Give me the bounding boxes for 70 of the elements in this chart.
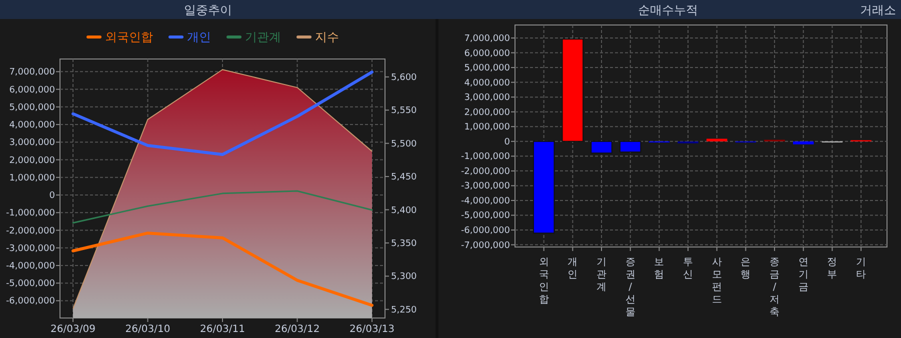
y-tick-label: -3,000,000 — [6, 244, 56, 254]
x-tick-label: 26/03/09 — [50, 324, 96, 335]
y-tick-label: -4,000,000 — [6, 261, 56, 272]
y-tick-label: -2,000,000 — [460, 166, 510, 177]
bar — [706, 138, 728, 142]
y-tick-label: -4,000,000 — [460, 196, 510, 206]
chart-title: 일중추이 — [184, 3, 232, 17]
y2-tick-label: 5,500 — [391, 139, 418, 150]
legend-label: 개인 — [187, 30, 211, 44]
bar — [532, 140, 555, 234]
x-tick-label: 은행 — [740, 257, 751, 280]
x-tick-label: 연기금 — [798, 257, 808, 293]
line-series — [72, 232, 374, 307]
legend-label: 기관계 — [245, 30, 281, 44]
y-tick-label: 3,000,000 — [9, 138, 56, 148]
text: 거래소 — [860, 3, 896, 17]
y2-tick-label: 5,450 — [391, 172, 418, 183]
y-tick-label: -1,000,000 — [460, 152, 510, 162]
y-tick-label: -2,000,000 — [6, 226, 56, 236]
line-series — [72, 70, 374, 156]
bar — [590, 140, 612, 154]
x-tick-label: 투신 — [683, 257, 694, 280]
x-tick-label: 정부 — [827, 257, 838, 280]
y-tick-label: 1,000,000 — [464, 122, 510, 133]
x-tick-label: 26/03/13 — [350, 324, 394, 335]
y-tick-label: 7,000,000 — [464, 34, 510, 44]
x-tick-label: 26/03/10 — [125, 324, 170, 335]
bar — [792, 141, 814, 144]
x-tick-label: 증권/선물 — [625, 257, 636, 318]
y-tick-label: 3,000,000 — [464, 93, 510, 104]
x-tick-label: 26/03/11 — [200, 324, 245, 335]
y-tick-label: -3,000,000 — [460, 182, 510, 192]
y-tick-label: 1,000,000 — [9, 173, 56, 184]
y-tick-label: -6,000,000 — [460, 226, 510, 236]
y-tick-label: 4,000,000 — [464, 78, 510, 88]
y2-tick-label: 5,300 — [391, 272, 418, 282]
y-tick-label: -1,000,000 — [6, 208, 56, 219]
line-series — [72, 190, 373, 224]
x-tick-label: 기관계 — [596, 257, 607, 293]
y2-tick-label: 5,550 — [391, 106, 418, 116]
x-tick-label: 기타 — [856, 257, 866, 280]
y2-tick-label: 5,600 — [391, 72, 418, 83]
y-tick-label: 5,000,000 — [9, 102, 56, 113]
x-tick-label: 26/03/12 — [274, 324, 320, 335]
bar — [562, 38, 584, 142]
y-tick-label: -5,000,000 — [6, 279, 56, 290]
x-tick-label: 보험 — [654, 257, 664, 280]
y-tick-label: 0 — [49, 191, 56, 202]
x-tick-label: 개인 — [568, 257, 578, 280]
y-tick-label: 5,000,000 — [464, 64, 510, 74]
y-tick-label: 2,000,000 — [464, 108, 510, 118]
y-tick-label: 6,000,000 — [464, 48, 510, 59]
y-tick-label: 7,000,000 — [9, 68, 56, 78]
y-tick-label: 4,000,000 — [9, 120, 56, 131]
bar — [619, 140, 642, 153]
y-tick-label: -7,000,000 — [460, 240, 510, 251]
y2-tick-label: 5,350 — [391, 238, 418, 249]
y-tick-label: 6,000,000 — [9, 85, 56, 96]
y-tick-label: 2,000,000 — [9, 156, 56, 166]
x-tick-label: 사모펀드 — [712, 257, 722, 306]
y-tick-label: 0 — [504, 137, 510, 148]
y-tick-label: -5,000,000 — [460, 211, 510, 222]
y2-tick-label: 5,400 — [391, 206, 418, 216]
x-tick-label: 외국인합 — [538, 257, 549, 306]
x-tick-label: 종금/저축 — [770, 257, 780, 318]
legend-label: 지수 — [315, 30, 339, 44]
y2-tick-label: 5,250 — [391, 305, 418, 316]
y-tick-label: -6,000,000 — [6, 296, 56, 307]
legend-label: 외국인합 — [105, 30, 153, 44]
chart-title: 순매수누적 — [638, 3, 698, 17]
